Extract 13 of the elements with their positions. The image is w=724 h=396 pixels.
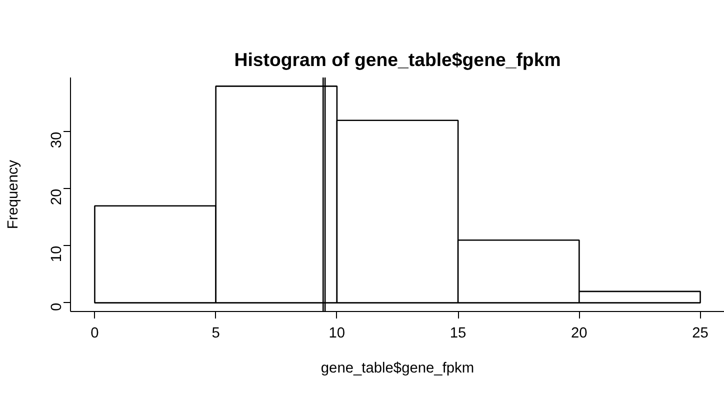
x-axis-title: gene_table$gene_fpkm <box>320 360 474 376</box>
y-tick-label: 10 <box>49 246 65 262</box>
x-tick-label: 20 <box>571 326 588 342</box>
x-tick-label: 15 <box>450 326 466 342</box>
x-tick-label: 25 <box>692 326 708 342</box>
x-tick-label: 10 <box>328 326 346 342</box>
chart-title: Histogram of gene_table$gene_fpkm <box>234 49 561 70</box>
x-tick-label: 0 <box>90 326 99 342</box>
x-tick-label: 5 <box>212 326 220 342</box>
y-tick-label: 0 <box>49 302 65 311</box>
y-tick-label: 30 <box>49 132 65 148</box>
y-tick-label: 20 <box>49 188 65 206</box>
y-axis-title: Frequency <box>6 159 22 230</box>
